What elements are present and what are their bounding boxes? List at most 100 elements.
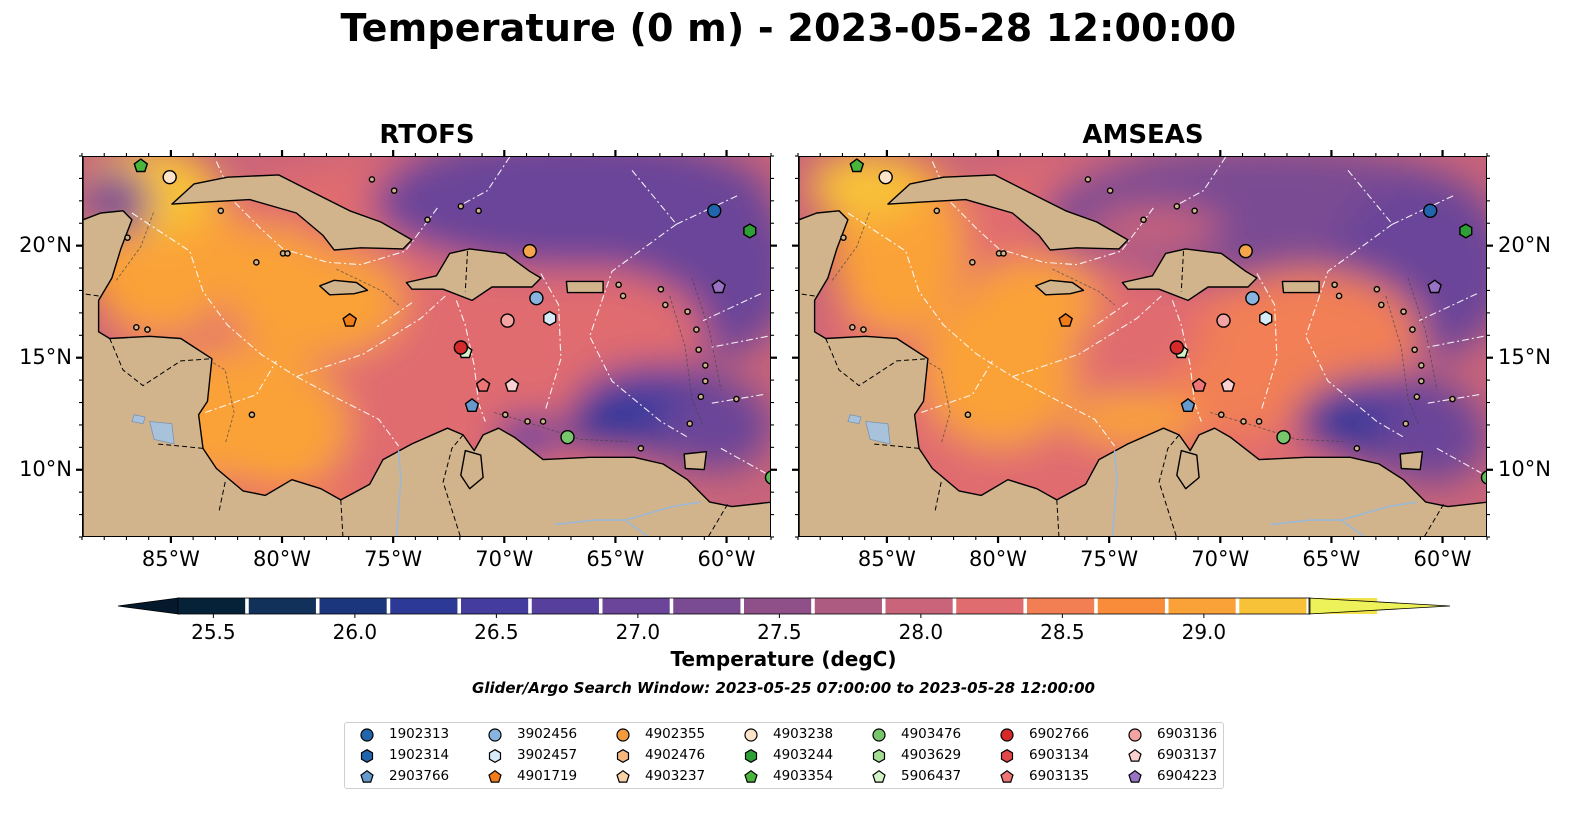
colorbar-segment: [248, 598, 316, 614]
colorbar-segment: [814, 598, 882, 614]
float-marker-extra-south: [764, 470, 770, 485]
land-hispaniola: [405, 248, 542, 302]
colorbar-extend-under: [117, 597, 180, 615]
float-marker-4901719: [1058, 312, 1074, 327]
land-trinidad: [1399, 451, 1424, 471]
small-island: [457, 203, 465, 210]
colorbar-segment: [602, 598, 670, 614]
float-marker-extra-south: [1480, 470, 1486, 485]
lon-tick-label: 75°W: [364, 547, 423, 571]
temperature-map-0: [83, 157, 770, 536]
float-marker-3902457: [1259, 310, 1273, 327]
small-island: [969, 259, 976, 266]
legend-entry-4902355: 4902355: [615, 726, 735, 744]
legend-label: 6902766: [1029, 726, 1090, 742]
legend-entry-6903135: 6903135: [999, 768, 1119, 786]
small-island: [1449, 395, 1456, 403]
small-island: [475, 207, 482, 215]
legend-entry-4903237: 4903237: [615, 768, 735, 786]
legend-label: 6903137: [1157, 747, 1218, 763]
small-island: [1413, 393, 1421, 401]
lat-tick-label: 20°N: [19, 232, 72, 257]
legend-entry-2903766: 2903766: [359, 768, 479, 786]
lon-tick-label: 70°W: [475, 547, 534, 571]
small-island: [501, 411, 509, 419]
small-island: [133, 324, 140, 331]
small-island: [1000, 250, 1007, 257]
float-marker-4903238: [878, 169, 893, 185]
small-island: [1409, 326, 1416, 333]
land-maracaibo: [1176, 449, 1200, 490]
colorbar-segment: [744, 598, 812, 614]
legend-entry-1902313: 1902313: [359, 726, 479, 744]
small-island: [964, 411, 972, 419]
colorbar-tick-label: 28.5: [1040, 620, 1085, 644]
lon-tick-label: 85°W: [857, 547, 916, 571]
float-marker-6903135: [1191, 377, 1207, 392]
float-marker-6904223: [711, 279, 726, 294]
country-borders: [83, 251, 728, 536]
rivers: [1111, 450, 1418, 536]
colorbar-segment: [531, 598, 599, 614]
colorbar-segment: [1097, 598, 1165, 614]
map-panel-amseas: [798, 156, 1487, 537]
legend-marker-pentagon: [872, 769, 886, 783]
map-axes-1: [792, 150, 1493, 543]
legend-entry-6903134: 6903134: [999, 747, 1119, 765]
lake-managua: [131, 414, 146, 425]
small-island: [524, 418, 531, 425]
legend-marker-pentagon: [616, 769, 630, 783]
land-mainland: [799, 157, 1486, 536]
legend-marker-circle: [360, 728, 374, 742]
land-cuba: [171, 174, 413, 251]
legend-marker-hexagon: [616, 749, 630, 763]
small-island: [1418, 362, 1425, 369]
colorbar-segment: [956, 598, 1024, 614]
small-island: [1084, 176, 1092, 183]
small-island: [619, 292, 627, 300]
float-marker-6903136: [500, 313, 515, 328]
legend-marker-pentagon: [488, 769, 502, 783]
float-marker-4903238: [162, 169, 177, 185]
float-marker-4903476: [1276, 429, 1291, 445]
float-marker-4903354: [133, 158, 149, 173]
legend-marker-circle: [872, 728, 886, 742]
figure-title: Temperature (0 m) - 2023-05-28 12:00:00: [340, 6, 1237, 50]
colorbar-frame: [177, 597, 1311, 615]
small-island: [686, 420, 694, 428]
legend-marker-pentagon: [1128, 748, 1142, 762]
small-island: [253, 259, 260, 266]
small-island: [702, 377, 709, 385]
small-island: [1378, 301, 1385, 309]
small-island: [1191, 207, 1198, 215]
small-island: [702, 362, 709, 369]
land-mass: [83, 157, 770, 536]
legend-entry-3902457: 3902457: [487, 747, 607, 765]
lon-tick-label: 60°W: [697, 547, 756, 571]
panel-title-rtofs: RTOFS: [379, 120, 475, 150]
small-island: [1255, 418, 1263, 425]
small-island: [684, 308, 691, 315]
small-island: [1335, 292, 1343, 300]
legend-entry-3902456: 3902456: [487, 726, 607, 744]
legend-label: 4903238: [773, 726, 834, 742]
legend-entry-4903629: 4903629: [871, 747, 991, 765]
float-markers: [849, 158, 1486, 485]
float-marker-6903135: [475, 377, 491, 392]
temperature-patch: [571, 179, 750, 270]
temperature-map-1: [799, 157, 1486, 536]
legend-entry-1902314: 1902314: [359, 747, 479, 765]
legend-marker-hexagon: [1000, 749, 1014, 763]
float-marker-extra-circle: [1238, 243, 1253, 259]
small-island: [1240, 418, 1247, 425]
lon-tick-label: 80°W: [253, 547, 312, 571]
float-marker-1902313: [707, 203, 722, 218]
float-marker-extra-circle: [522, 243, 537, 259]
small-island: [368, 176, 376, 183]
legend-marker-pentagon: [1000, 769, 1014, 783]
lon-tick-label: 85°W: [141, 547, 200, 571]
small-island: [1373, 285, 1381, 293]
colorbar-extend-over: [1308, 597, 1451, 615]
legend-label: 4902355: [645, 726, 706, 742]
colorbar-tick-label: 26.0: [333, 620, 378, 644]
